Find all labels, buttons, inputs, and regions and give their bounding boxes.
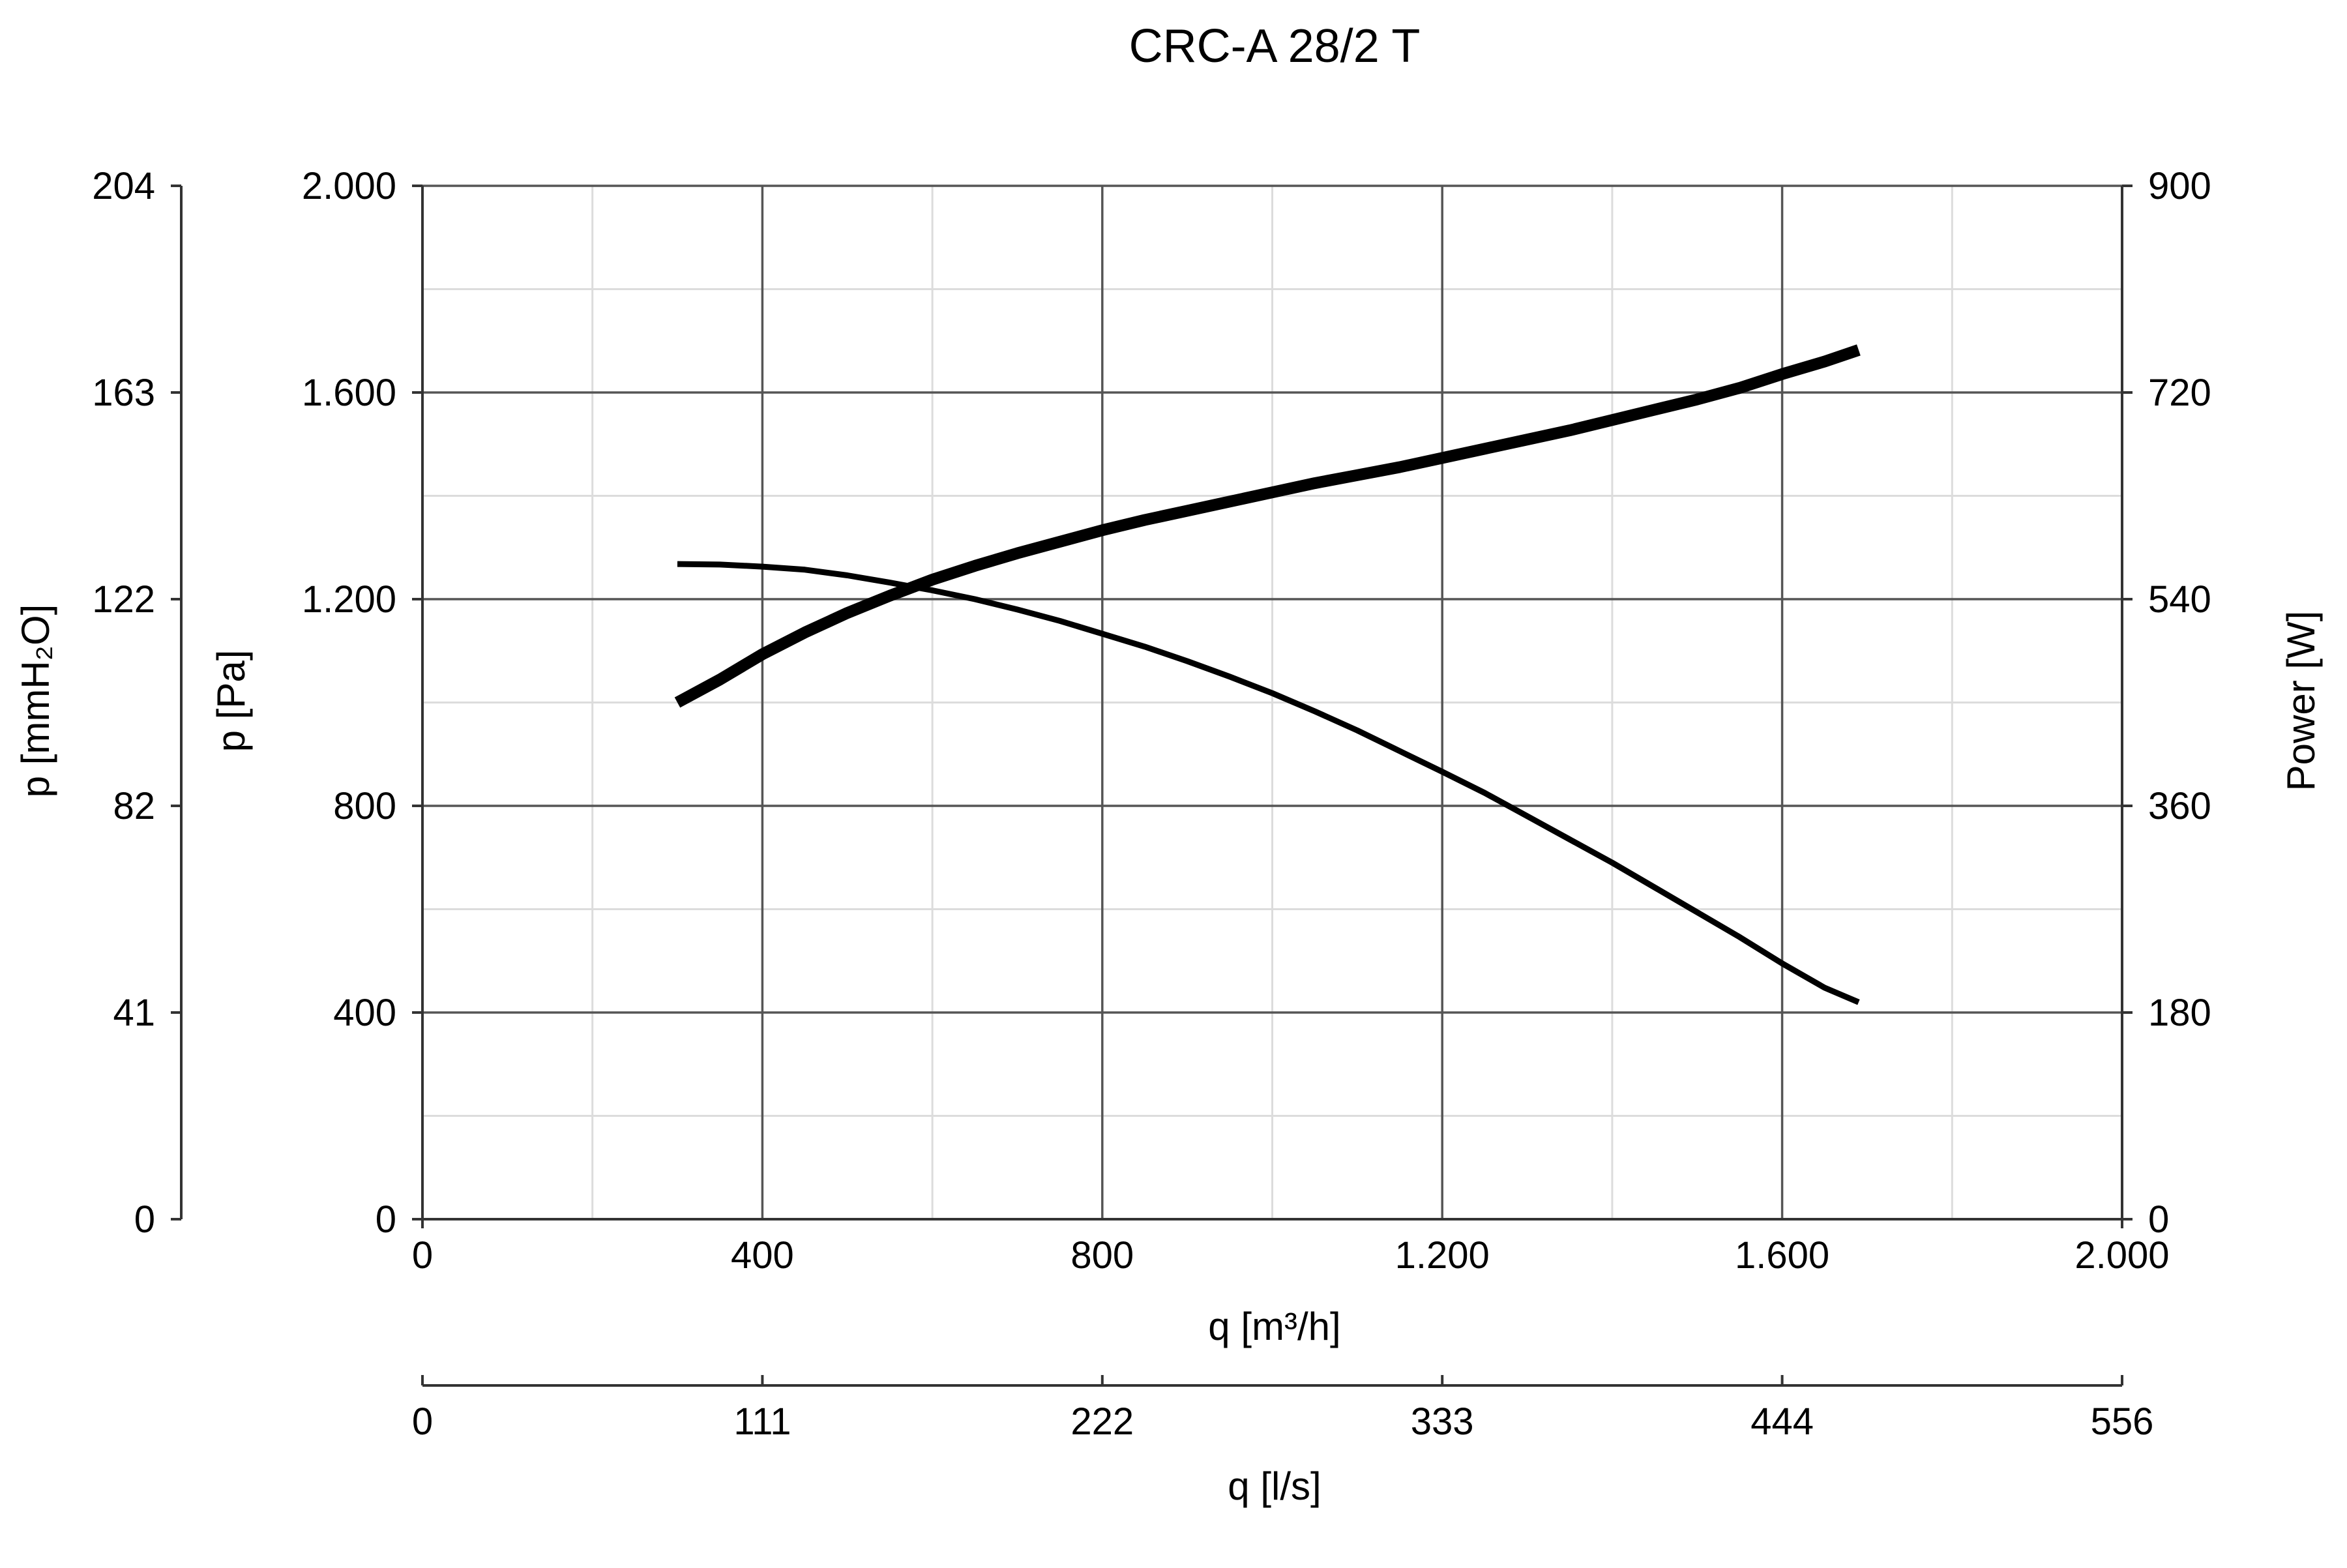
labels: CRC-A 28/2 T q [m³/h] q [l/s] p [Pa] p […	[14, 20, 2323, 1508]
x-axis-secondary-label: q [l/s]	[1228, 1464, 1321, 1508]
y-right-tick-label: 180	[2148, 992, 2211, 1034]
axes: 0 400 800 1.200 1.600 2.00004008001.2001.6002…	[92, 165, 2211, 1443]
x-secondary-tick-label: 111	[733, 1400, 791, 1443]
x-secondary-tick-label: 556	[2091, 1400, 2154, 1443]
x-axis-label: q [m³/h]	[1208, 1305, 1340, 1348]
pressure-curve	[677, 561, 1860, 1005]
y-tick-label: 800	[333, 785, 396, 827]
y-tick-label: 0	[376, 1198, 396, 1241]
y-right-tick-label: 0	[2148, 1198, 2169, 1241]
series	[674, 344, 1861, 1005]
y-right-tick-label: 540	[2148, 578, 2211, 621]
x-secondary-tick-label: 222	[1070, 1400, 1134, 1443]
chart-title: CRC-A 28/2 T	[1129, 20, 1421, 72]
x-tick-label: 400	[731, 1234, 794, 1277]
y-tick-label: 1.600	[302, 372, 396, 414]
x-tick-label: 2.000	[2074, 1234, 2169, 1277]
y-secondary-tick-label: 204	[92, 165, 155, 207]
x-secondary-tick-label: 444	[1750, 1400, 1814, 1443]
x-secondary-tick-label: 0	[412, 1400, 433, 1443]
y-right-tick-label: 900	[2148, 165, 2211, 207]
x-tick-label: 1.600	[1735, 1234, 1829, 1277]
y-secondary-tick-label: 41	[113, 992, 155, 1034]
y-tick-label: 1.200	[302, 578, 396, 621]
x-tick-label: 0	[412, 1234, 433, 1277]
y-axis-right-label: Power [W]	[2279, 611, 2323, 791]
y-secondary-tick-label: 82	[113, 785, 155, 827]
y-axis-secondary-left-label: p [mmH₂O]	[14, 604, 57, 798]
x-tick-label: 1.200	[1395, 1234, 1490, 1277]
y-tick-label: 2.000	[302, 165, 396, 207]
y-secondary-tick-label: 122	[92, 578, 155, 621]
x-secondary-tick-label: 333	[1411, 1400, 1474, 1443]
y-tick-label: 400	[333, 992, 396, 1034]
power-curve	[674, 344, 1861, 708]
y-right-tick-label: 720	[2148, 372, 2211, 414]
x-tick-label: 800	[1070, 1234, 1134, 1277]
y-axis-label: p [Pa]	[209, 650, 253, 752]
y-secondary-tick-label: 0	[134, 1198, 155, 1241]
y-secondary-tick-label: 163	[92, 372, 155, 414]
y-right-tick-label: 360	[2148, 785, 2211, 827]
